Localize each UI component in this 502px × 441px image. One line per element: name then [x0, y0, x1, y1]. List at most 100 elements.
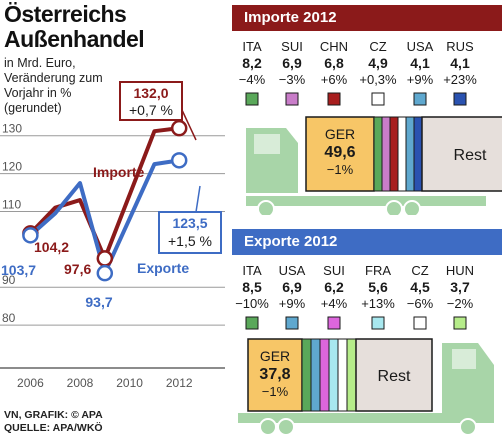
- country-change: +13%: [361, 296, 395, 311]
- graphic-credit: VN, GRAFIK: © APA: [4, 409, 103, 421]
- country-cargo-strip: [373, 116, 383, 192]
- country-cargo-strip: [310, 338, 321, 412]
- country-value: 4,1: [410, 55, 430, 71]
- exporte-callout-leader: [195, 185, 201, 213]
- country-color-swatch: [371, 316, 385, 330]
- country-change: −4%: [239, 72, 266, 87]
- exporte-panel-title: Exporte 2012: [244, 233, 338, 250]
- chart-subtitle: in Mrd. Euro, Veränderung zum Vorjahr in…: [4, 56, 103, 115]
- country-code: SUI: [323, 263, 345, 278]
- country-code: FRA: [365, 263, 391, 278]
- country-change: +9%: [279, 296, 306, 311]
- y-tick-label: 130: [2, 122, 22, 136]
- rest-label: Rest: [454, 147, 487, 164]
- title-line-2: Außenhandel: [4, 26, 145, 52]
- rest-cargo-block: [421, 116, 502, 192]
- country-code: HUN: [446, 263, 474, 278]
- data-source: QUELLE: APA/WKÖ: [4, 422, 103, 434]
- country-color-swatch: [327, 316, 341, 330]
- country-code: CZ: [369, 39, 386, 54]
- country-color-swatch: [327, 92, 341, 106]
- country-code: CHN: [320, 39, 348, 54]
- country-value: 8,5: [242, 279, 262, 295]
- country-code: USA: [279, 263, 306, 278]
- country-change: +23%: [443, 72, 477, 87]
- country-cargo-strip: [405, 116, 415, 192]
- country-value: 8,2: [242, 55, 262, 71]
- country-value: 6,8: [324, 55, 344, 71]
- importe-2009-label: 97,6: [64, 261, 91, 277]
- exporte-data-point: [22, 227, 39, 244]
- importe-series-label: Importe: [93, 164, 145, 180]
- country-change: +4%: [321, 296, 348, 311]
- country-color-swatch: [453, 316, 467, 330]
- country-cargo-strip: [346, 338, 357, 412]
- exporte-callout-box: [158, 211, 222, 254]
- importe-callout-box: [119, 81, 183, 121]
- country-cargo-strip: [381, 116, 391, 192]
- importe-panel-header: Importe 2012: [232, 5, 502, 31]
- country-change: −10%: [235, 296, 269, 311]
- country-value: 6,9: [282, 55, 302, 71]
- y-tick-label: 120: [2, 160, 22, 174]
- x-tick-label: 2012: [166, 376, 193, 390]
- country-code: ITA: [242, 39, 262, 54]
- exporte-series-label: Exporte: [137, 260, 189, 276]
- country-color-swatch: [245, 316, 259, 330]
- exporte-2012-change: +1,5 %: [168, 233, 212, 249]
- y-tick-label: 90: [2, 273, 16, 287]
- country-value: 4,5: [410, 279, 430, 295]
- importe-truck-icon: [246, 128, 486, 215]
- importe-callout-leader: [181, 109, 197, 141]
- y-tick-label: 110: [2, 197, 21, 211]
- country-code: CZ: [411, 263, 428, 278]
- ger-change: −1%: [262, 384, 289, 399]
- x-tick-label: 2006: [17, 376, 44, 390]
- country-code: SUI: [281, 39, 303, 54]
- country-color-swatch: [453, 92, 467, 106]
- exporte-data-point: [170, 152, 188, 169]
- ger-value: 49,6: [324, 144, 355, 161]
- country-change: +0,3%: [359, 72, 397, 87]
- country-cargo-strip: [413, 116, 423, 192]
- country-code: USA: [407, 39, 434, 54]
- country-change: −6%: [407, 296, 434, 311]
- country-cargo-strip: [337, 338, 348, 412]
- exporte-panel-header: Exporte 2012: [232, 229, 502, 255]
- country-code: ITA: [242, 263, 262, 278]
- importe-data-point: [96, 250, 114, 267]
- country-color-swatch: [413, 316, 427, 330]
- country-value: 3,7: [450, 279, 470, 295]
- country-color-swatch: [285, 92, 299, 106]
- country-value: 6,9: [282, 279, 302, 295]
- x-tick-label: 2008: [67, 376, 94, 390]
- country-value: 6,2: [324, 279, 344, 295]
- exporte-truck-icon: [238, 343, 494, 436]
- exporte-series-line: [29, 158, 180, 276]
- country-color-swatch: [285, 316, 299, 330]
- country-value: 4,9: [368, 55, 388, 71]
- country-cargo-strip: [319, 338, 330, 412]
- importe-panel-title: Importe 2012: [244, 9, 337, 26]
- country-color-swatch: [413, 92, 427, 106]
- exporte-2009-label: 93,7: [85, 294, 112, 310]
- ger-value: 37,8: [259, 366, 290, 383]
- x-tick-label: 2010: [116, 376, 143, 390]
- exporte-2006-label: 103,7: [1, 262, 36, 278]
- page-title: Österreichs Außenhandel: [4, 2, 145, 52]
- sources: VN, GRAFIK: © APA QUELLE: APA/WKÖ: [4, 409, 103, 435]
- country-code: RUS: [446, 39, 474, 54]
- country-cargo-strip: [389, 116, 399, 192]
- importe-data-point: [170, 119, 188, 137]
- country-cargo-strip: [301, 338, 312, 412]
- ger-cargo-block: [247, 338, 303, 412]
- exporte-data-point: [96, 264, 114, 282]
- country-color-swatch: [245, 92, 259, 106]
- rest-label: Rest: [378, 368, 411, 385]
- ger-change: −1%: [327, 162, 354, 177]
- country-cargo-strip: [328, 338, 339, 412]
- ger-cargo-block: [305, 116, 375, 192]
- importe-2012-change: +0,7 %: [129, 102, 173, 118]
